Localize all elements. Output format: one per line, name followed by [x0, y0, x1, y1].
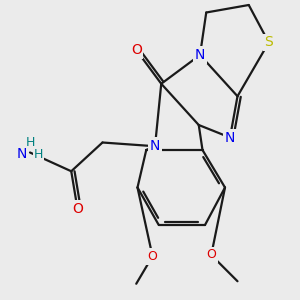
- Text: S: S: [264, 35, 273, 50]
- Text: N: N: [16, 147, 27, 161]
- Text: H: H: [34, 148, 43, 160]
- Text: O: O: [148, 250, 158, 263]
- Text: O: O: [131, 43, 142, 57]
- Text: N: N: [225, 130, 235, 145]
- Text: H: H: [25, 136, 35, 149]
- Text: N: N: [195, 48, 205, 62]
- Text: O: O: [72, 202, 83, 216]
- Text: O: O: [206, 248, 216, 262]
- Text: N: N: [150, 139, 160, 153]
